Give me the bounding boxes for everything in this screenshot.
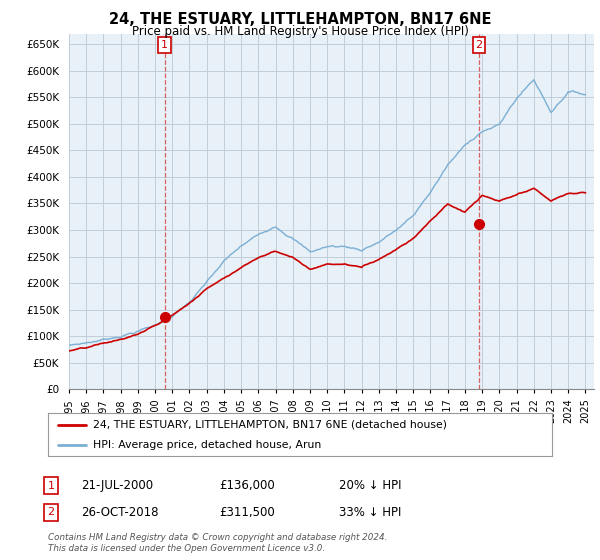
Text: £136,000: £136,000	[219, 479, 275, 492]
Text: 33% ↓ HPI: 33% ↓ HPI	[339, 506, 401, 519]
Text: 24, THE ESTUARY, LITTLEHAMPTON, BN17 6NE: 24, THE ESTUARY, LITTLEHAMPTON, BN17 6NE	[109, 12, 491, 27]
Text: 24, THE ESTUARY, LITTLEHAMPTON, BN17 6NE (detached house): 24, THE ESTUARY, LITTLEHAMPTON, BN17 6NE…	[94, 420, 448, 430]
Text: 21-JUL-2000: 21-JUL-2000	[81, 479, 153, 492]
Text: 20% ↓ HPI: 20% ↓ HPI	[339, 479, 401, 492]
Text: £311,500: £311,500	[219, 506, 275, 519]
Text: Contains HM Land Registry data © Crown copyright and database right 2024.
This d: Contains HM Land Registry data © Crown c…	[48, 533, 388, 553]
Text: 1: 1	[161, 40, 168, 50]
Text: 1: 1	[47, 480, 55, 491]
Text: HPI: Average price, detached house, Arun: HPI: Average price, detached house, Arun	[94, 441, 322, 450]
Text: 26-OCT-2018: 26-OCT-2018	[81, 506, 158, 519]
Text: Price paid vs. HM Land Registry's House Price Index (HPI): Price paid vs. HM Land Registry's House …	[131, 25, 469, 38]
Text: 2: 2	[47, 507, 55, 517]
Text: 2: 2	[475, 40, 482, 50]
